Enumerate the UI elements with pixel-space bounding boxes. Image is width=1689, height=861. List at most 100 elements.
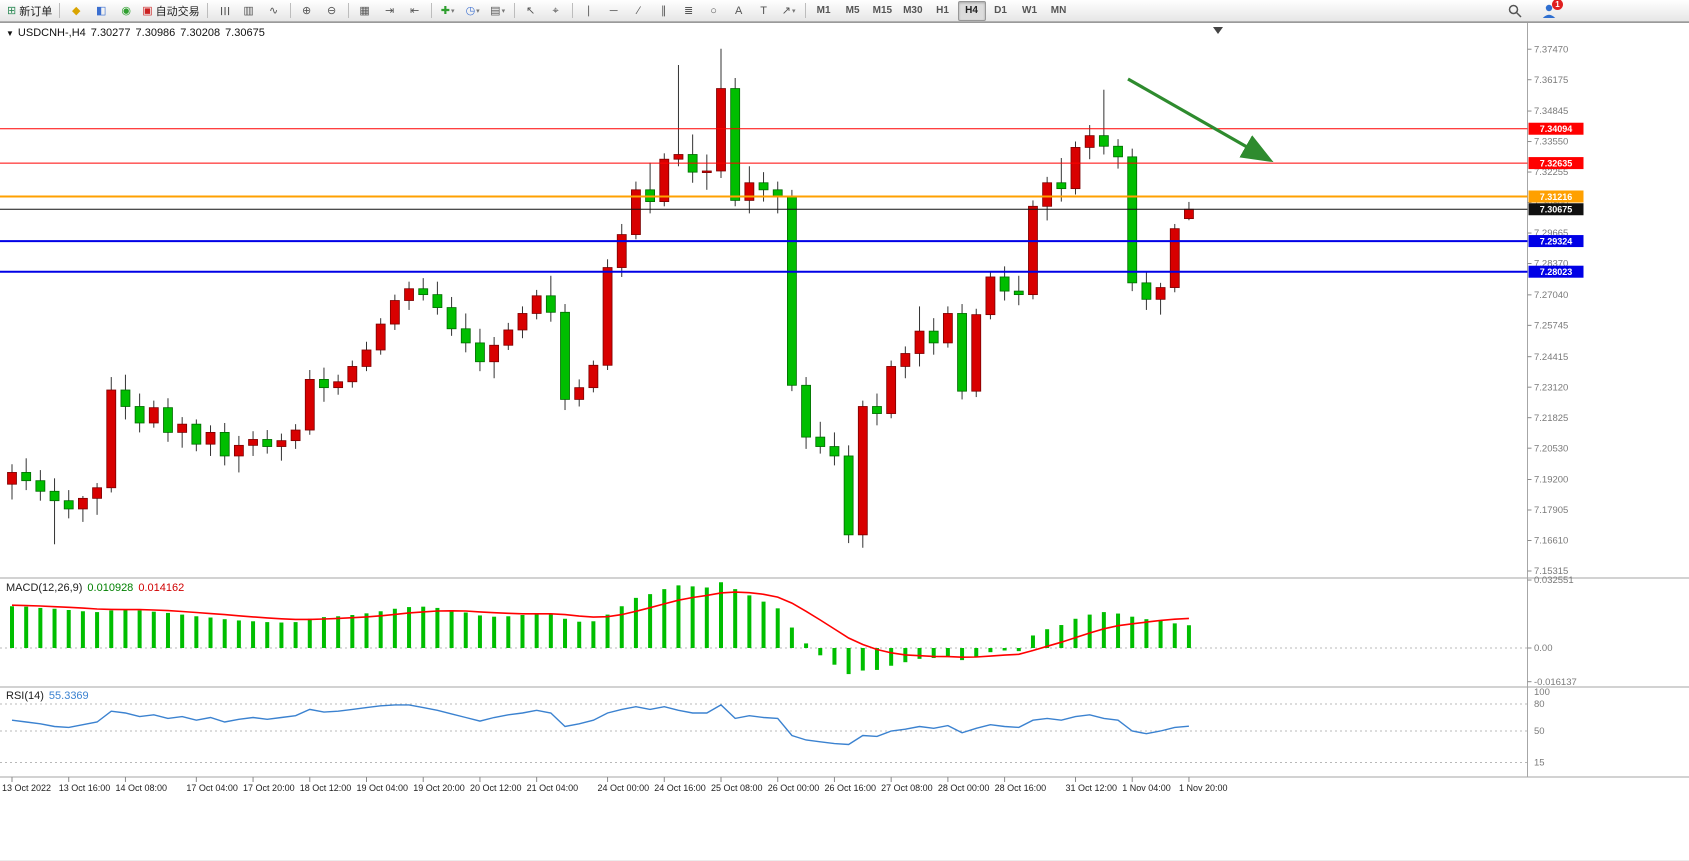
candle-body xyxy=(914,330,925,354)
time-tick-label: 21 Oct 04:00 xyxy=(527,783,579,793)
macd-name: MACD(12,26,9) xyxy=(6,582,83,594)
chevron-down-icon: ▾ xyxy=(501,7,506,15)
candle-body xyxy=(1113,145,1123,158)
candle-body xyxy=(460,328,471,344)
tile-windows-button[interactable]: ▦ xyxy=(353,1,377,21)
text-button[interactable]: A xyxy=(727,1,751,21)
candle-body xyxy=(857,406,868,536)
arrows-button[interactable]: ↗ ▾ xyxy=(777,1,801,21)
chart-shift-button[interactable]: ⇤ xyxy=(403,1,427,21)
bar-chart-icon: ☰ xyxy=(217,5,230,16)
timeframe-h4-button[interactable]: H4 xyxy=(957,0,986,21)
rsi-level-label: 15 xyxy=(1534,758,1545,769)
fibonacci-button[interactable]: ≣ xyxy=(677,1,701,21)
price-tag-label: 7.32635 xyxy=(1540,158,1573,168)
periods-button[interactable]: ◷ ▾ xyxy=(461,1,485,21)
candle-body xyxy=(588,364,599,389)
candle-body xyxy=(148,407,159,424)
timeframe-d1-button[interactable]: D1 xyxy=(994,5,1007,16)
candle-body xyxy=(361,349,372,367)
price-tick-label: 7.30960 xyxy=(1534,198,1568,209)
channel-button[interactable]: ∥ xyxy=(652,1,676,21)
candle-body xyxy=(134,406,145,424)
timeframe-mn-button[interactable]: MN xyxy=(1050,5,1067,16)
new-order-icon: ⊞ xyxy=(7,4,17,17)
candle-body xyxy=(801,384,811,438)
metaeditor-button[interactable]: ◆ xyxy=(64,1,88,21)
market-watch-icon: ◧ xyxy=(96,4,107,17)
autotrading-button[interactable]: ▣ 自动交易 xyxy=(139,1,202,21)
chart-canvas[interactable]: 7.37470 7.36175 7.34845 7.33550 7.32255 7.309… xyxy=(0,23,1689,861)
timeframe-m15-button[interactable]: M15 xyxy=(872,5,893,16)
text-label-icon: T xyxy=(760,4,767,17)
candle-body xyxy=(829,446,840,457)
price-tag-label: 7.28023 xyxy=(1540,267,1573,277)
chart-shift-marker[interactable] xyxy=(1213,27,1223,34)
time-tick-label: 25 Oct 08:00 xyxy=(711,783,763,793)
rsi-value: 55.3369 xyxy=(48,690,89,702)
vertical-line-button[interactable]: ∣ xyxy=(577,1,601,21)
channel-icon: ∥ xyxy=(660,4,667,17)
candle-body xyxy=(730,88,741,201)
candle-body xyxy=(1141,282,1152,300)
price-tag xyxy=(1528,203,1584,216)
candle-body xyxy=(744,182,755,201)
new-chart-icon: ✚ xyxy=(440,4,450,17)
rsi-name: RSI(14) xyxy=(6,690,44,702)
candle-body xyxy=(120,389,131,407)
data-window-button[interactable]: ◉ xyxy=(114,1,138,21)
timeframe-m30-button[interactable]: M30 xyxy=(903,5,923,16)
crosshair-button[interactable]: ⌖ xyxy=(544,1,568,21)
time-tick-label: 26 Oct 16:00 xyxy=(824,783,876,793)
cursor-button[interactable]: ↖ xyxy=(519,1,543,21)
zoom-in-button[interactable]: ⊕ xyxy=(295,1,319,21)
shapes-button[interactable]: ○ xyxy=(702,1,726,21)
time-tick-label: 13 Oct 2022 xyxy=(2,783,51,793)
bar-chart-button[interactable]: ☰ xyxy=(212,1,236,21)
price-axis[interactable]: 7.37470 7.36175 7.34845 7.33550 7.32255 7.309… xyxy=(1527,44,1569,577)
candle-body xyxy=(886,366,897,414)
timeframe-m5-button[interactable]: M5 xyxy=(845,5,860,16)
timeframe-m1-button[interactable]: M1 xyxy=(816,5,831,16)
time-tick-label: 18 Oct 12:00 xyxy=(300,783,352,793)
trend-arrow-annotation[interactable] xyxy=(1127,77,1274,163)
chart-window[interactable]: 7.37470 7.36175 7.34845 7.33550 7.32255 7.309… xyxy=(0,22,1689,860)
line-chart-button[interactable]: ∿ xyxy=(262,1,286,21)
price-tick-label: 7.27040 xyxy=(1534,290,1568,301)
trendline-button[interactable]: ∕ xyxy=(627,1,651,21)
autotrading-button-label: 自动交易 xyxy=(155,5,200,18)
autoscroll-button[interactable]: ⇥ xyxy=(378,1,402,21)
new-order-button[interactable]: ⊞ 新订单 xyxy=(4,1,55,21)
time-axis[interactable]: 13 Oct 2022 13 Oct 16:00 14 Oct 08:00 17 Oc… xyxy=(2,777,1227,793)
candle-body xyxy=(872,406,882,414)
profile-button[interactable]: 1 xyxy=(1537,0,1563,21)
search-button[interactable] xyxy=(1503,1,1527,21)
time-tick-label: 28 Oct 00:00 xyxy=(938,783,990,793)
price-tick-label: 7.25745 xyxy=(1534,321,1568,332)
market-watch-button[interactable]: ◧ xyxy=(89,1,113,21)
timeframe-w1-button[interactable]: W1 xyxy=(1022,5,1038,16)
templates-button[interactable]: ▤ ▾ xyxy=(486,1,510,21)
candlestick-chart-button[interactable]: ▥ xyxy=(237,1,261,21)
candle-body xyxy=(616,234,627,268)
candle-body xyxy=(304,379,315,431)
notification-badge[interactable]: 1 xyxy=(1552,0,1563,10)
candlestick-chart-icon: ▥ xyxy=(243,4,254,17)
candle-body xyxy=(758,182,769,191)
candle-body xyxy=(191,423,202,445)
toolbar-right: 1 xyxy=(1503,0,1563,22)
new-chart-button[interactable]: ✚ ▾ xyxy=(436,1,460,21)
price-tag xyxy=(1528,235,1584,248)
vertical-line-icon: ∣ xyxy=(585,4,592,17)
text-label-button[interactable]: T xyxy=(752,1,776,21)
arrow-tool-icon: ↗ xyxy=(781,4,791,17)
chart-context-icon[interactable]: ▼ xyxy=(6,29,14,38)
horizontal-line-button[interactable]: ─ xyxy=(602,1,626,21)
shapes-icon: ○ xyxy=(710,4,717,17)
candle-body xyxy=(262,439,273,447)
candle-body xyxy=(1084,135,1095,148)
zoom-out-button[interactable]: ⊖ xyxy=(320,1,344,21)
timeframe-h1-button[interactable]: H1 xyxy=(936,5,949,16)
time-tick-label: 19 Oct 20:00 xyxy=(413,783,465,793)
price-tag xyxy=(1528,190,1584,203)
